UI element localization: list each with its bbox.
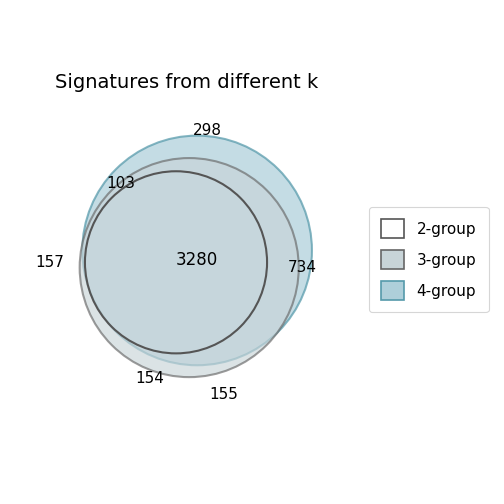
Text: 155: 155 [209, 387, 238, 402]
Text: 157: 157 [35, 255, 64, 270]
Title: Signatures from different k: Signatures from different k [55, 73, 318, 92]
Legend: 2-group, 3-group, 4-group: 2-group, 3-group, 4-group [369, 207, 488, 312]
Text: 3280: 3280 [176, 250, 218, 269]
Text: 103: 103 [106, 175, 135, 191]
Circle shape [80, 158, 299, 377]
Circle shape [82, 136, 312, 365]
Text: 154: 154 [135, 371, 164, 386]
Text: 734: 734 [288, 260, 317, 275]
Text: 298: 298 [193, 123, 222, 138]
